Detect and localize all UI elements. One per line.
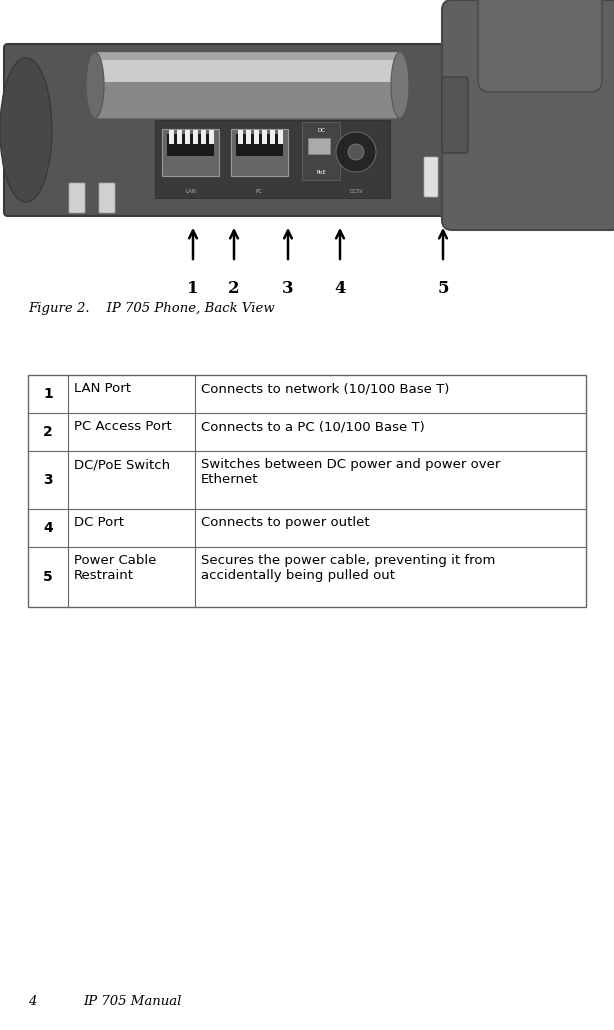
FancyBboxPatch shape <box>99 183 115 213</box>
Text: PC Access Port: PC Access Port <box>74 420 172 433</box>
Text: Connects to power outlet: Connects to power outlet <box>201 516 370 529</box>
FancyBboxPatch shape <box>442 0 614 230</box>
Bar <box>155 121 390 198</box>
Text: Connects to network (10/100 Base T): Connects to network (10/100 Base T) <box>201 382 449 394</box>
Ellipse shape <box>391 52 409 118</box>
Bar <box>185 130 190 144</box>
Text: LAN: LAN <box>185 188 196 194</box>
Bar <box>193 130 198 144</box>
Text: 2: 2 <box>228 280 240 297</box>
Text: IP 705 Manual: IP 705 Manual <box>83 995 181 1008</box>
Bar <box>177 130 182 144</box>
Text: Figure 2.    IP 705 Phone, Back View: Figure 2. IP 705 Phone, Back View <box>28 302 274 315</box>
Bar <box>209 130 214 144</box>
Bar <box>308 138 330 154</box>
Text: 4: 4 <box>43 521 53 535</box>
Bar <box>262 130 267 144</box>
Text: Connects to a PC (10/100 Base T): Connects to a PC (10/100 Base T) <box>201 420 425 433</box>
Bar <box>201 130 206 144</box>
Ellipse shape <box>0 58 52 202</box>
Bar <box>238 130 243 144</box>
Circle shape <box>336 132 376 172</box>
Text: 1: 1 <box>43 387 53 401</box>
Bar <box>28 375 586 607</box>
Text: 4: 4 <box>28 995 36 1008</box>
Text: 2: 2 <box>43 425 53 439</box>
FancyBboxPatch shape <box>231 129 288 176</box>
Text: PC: PC <box>256 188 263 194</box>
Text: Secures the power cable, preventing it from
accidentally being pulled out: Secures the power cable, preventing it f… <box>201 554 495 582</box>
FancyBboxPatch shape <box>4 44 466 216</box>
Text: LAN Port: LAN Port <box>74 382 131 394</box>
Text: Power Cable
Restraint: Power Cable Restraint <box>74 554 157 582</box>
Circle shape <box>348 144 364 160</box>
Ellipse shape <box>86 52 104 118</box>
Bar <box>270 130 275 144</box>
FancyBboxPatch shape <box>478 0 602 92</box>
Text: PoE: PoE <box>316 171 326 175</box>
Bar <box>254 130 259 144</box>
FancyBboxPatch shape <box>69 183 85 213</box>
Bar <box>95 52 400 118</box>
Bar <box>167 134 214 156</box>
Bar <box>95 52 400 60</box>
FancyBboxPatch shape <box>442 77 468 153</box>
Text: 5: 5 <box>437 280 449 297</box>
Bar <box>169 130 174 144</box>
FancyBboxPatch shape <box>162 129 219 176</box>
Text: DC Port: DC Port <box>74 516 124 529</box>
Text: 1: 1 <box>187 280 199 297</box>
Text: 3: 3 <box>282 280 294 297</box>
Bar <box>278 130 283 144</box>
Text: 3: 3 <box>43 473 53 487</box>
Text: Switches between DC power and power over
Ethernet: Switches between DC power and power over… <box>201 458 500 486</box>
Text: DC/PoE Switch: DC/PoE Switch <box>74 458 170 471</box>
Text: 4: 4 <box>334 280 346 297</box>
FancyBboxPatch shape <box>424 157 438 197</box>
Text: DC5V: DC5V <box>349 188 363 194</box>
Bar <box>236 134 283 156</box>
Bar <box>95 60 400 82</box>
Bar <box>396 118 426 204</box>
Bar <box>246 130 251 144</box>
Text: 5: 5 <box>43 570 53 584</box>
Bar <box>302 122 340 180</box>
Text: DC: DC <box>317 128 325 133</box>
